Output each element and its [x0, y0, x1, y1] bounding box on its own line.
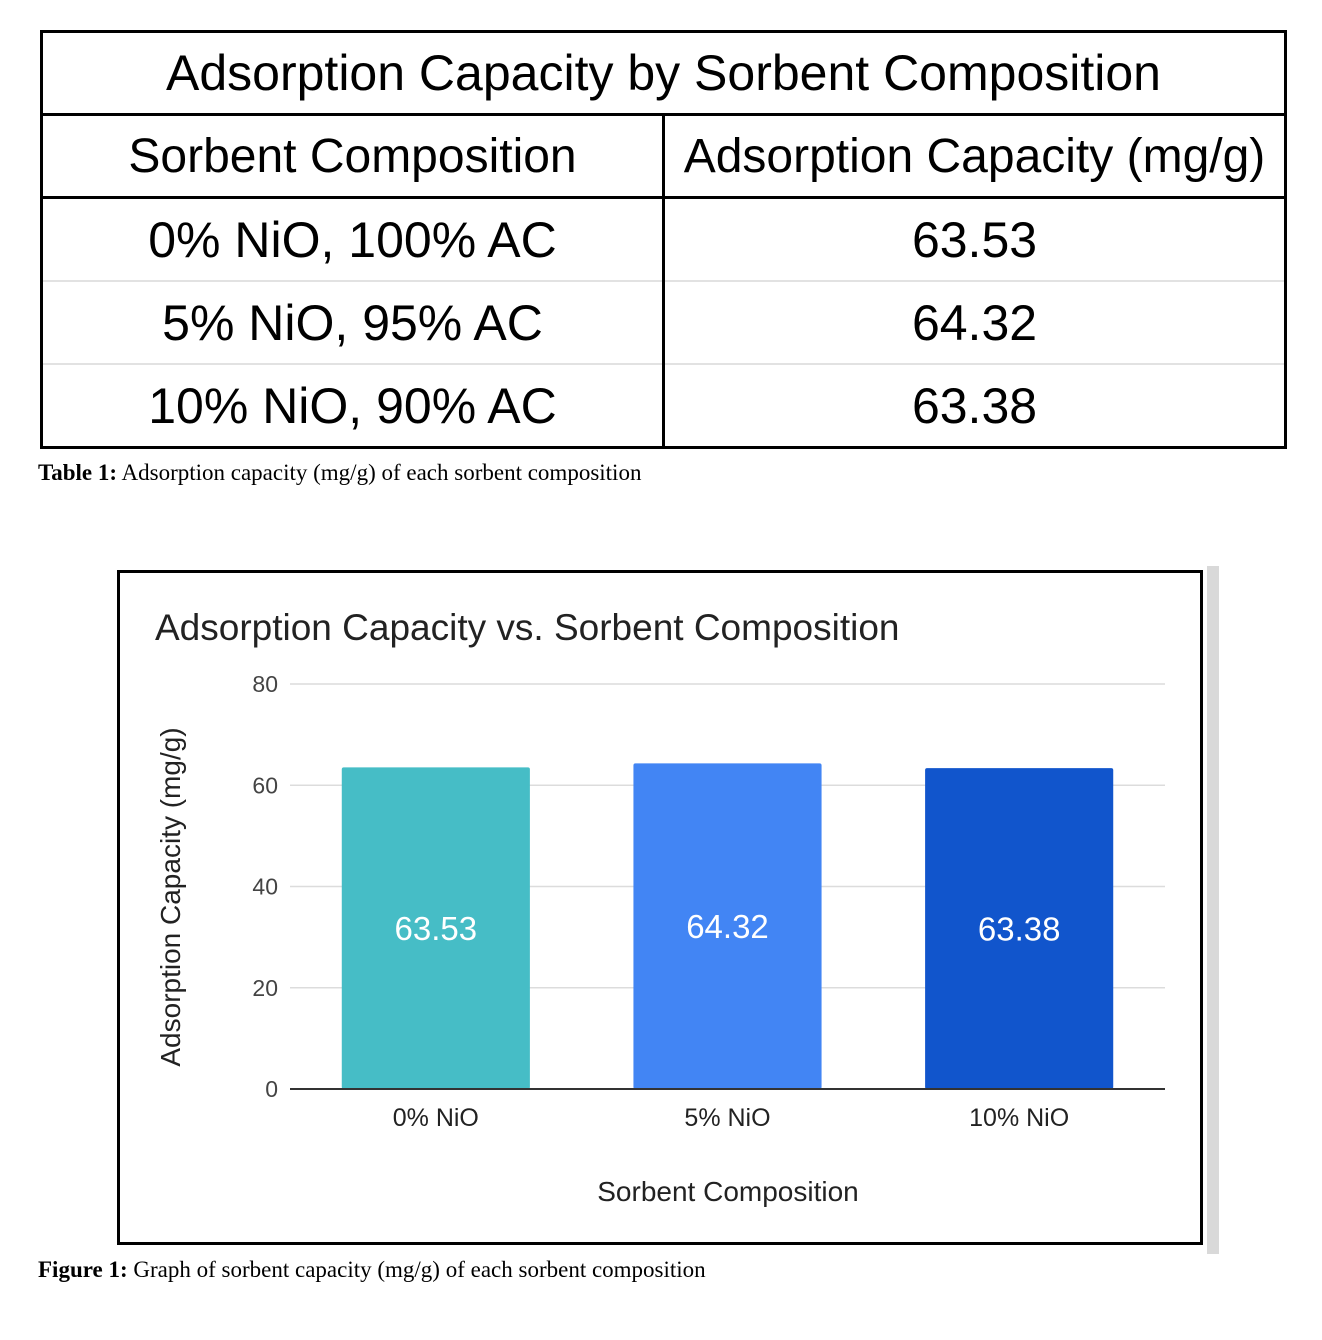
figure-caption: Figure 1: Graph of sorbent capacity (mg/… — [38, 1257, 706, 1283]
table-caption-label: Table 1: — [38, 460, 118, 485]
y-tick-labels: 0 20 40 60 80 — [252, 671, 278, 1102]
y-tick-label: 40 — [252, 874, 278, 900]
y-tick-label: 20 — [252, 975, 278, 1001]
bar — [341, 767, 530, 1089]
bar-chart: Adsorption Capacity vs. Sorbent Composit… — [155, 607, 1165, 1207]
y-tick-label: 0 — [265, 1076, 278, 1102]
data-labels: 63.53 64.32 63.38 — [395, 908, 1061, 947]
table-row: 0% NiO, 100% AC 63.53 — [41, 197, 1286, 281]
x-tick-label: 10% NiO — [969, 1104, 1069, 1132]
figure-caption-text: Graph of sorbent capacity (mg/g) of each… — [127, 1257, 706, 1282]
table-cell-capacity: 64.32 — [663, 280, 1286, 364]
table-row: 10% NiO, 90% AC 63.38 — [41, 363, 1286, 448]
x-tick-label: 0% NiO — [393, 1104, 479, 1132]
x-tick-labels: 0% NiO 5% NiO 10% NiO — [393, 1104, 1069, 1132]
y-tick-label: 60 — [252, 772, 278, 798]
y-tick-label: 80 — [252, 671, 278, 697]
chart-frame-shadow — [1207, 566, 1219, 1254]
table-cell-capacity: 63.53 — [911, 211, 1038, 268]
table-cell-composition: 5% NiO, 95% AC — [41, 280, 665, 364]
figure-caption-label: Figure 1: — [38, 1257, 128, 1282]
bar — [633, 763, 822, 1089]
x-tick-label: 5% NiO — [684, 1104, 770, 1132]
data-label: 63.38 — [978, 911, 1061, 948]
table-cell-composition: 10% NiO, 90% AC — [41, 363, 665, 448]
table-title: Adsorption Capacity by Sorbent Compositi… — [41, 31, 1286, 116]
column-header-capacity: Adsorption Capacity (mg/g) — [663, 114, 1286, 199]
table-cell-composition: 0% NiO, 100% AC — [41, 197, 665, 281]
bars — [341, 763, 1114, 1089]
chart-frame: Adsorption Capacity vs. Sorbent Composit… — [117, 570, 1203, 1245]
table-caption: Table 1: Adsorption capacity (mg/g) of e… — [38, 460, 641, 486]
table-row: 5% NiO, 95% AC 64.32 — [41, 280, 1286, 364]
table-caption-text: Adsorption capacity (mg/g) of each sorbe… — [117, 460, 642, 485]
data-label: 63.53 — [395, 910, 478, 947]
capacity-table: Adsorption Capacity by Sorbent Compositi… — [40, 30, 1287, 449]
chart-title: Adsorption Capacity vs. Sorbent Composit… — [155, 607, 899, 648]
y-axis-label: Adsorption Capacity (mg/g) — [155, 727, 186, 1066]
data-label: 64.32 — [686, 908, 769, 945]
x-axis-label: Sorbent Composition — [597, 1176, 858, 1207]
column-header-composition: Sorbent Composition — [41, 114, 665, 199]
bar — [925, 768, 1114, 1089]
table-cell-capacity: 63.38 — [663, 363, 1286, 448]
